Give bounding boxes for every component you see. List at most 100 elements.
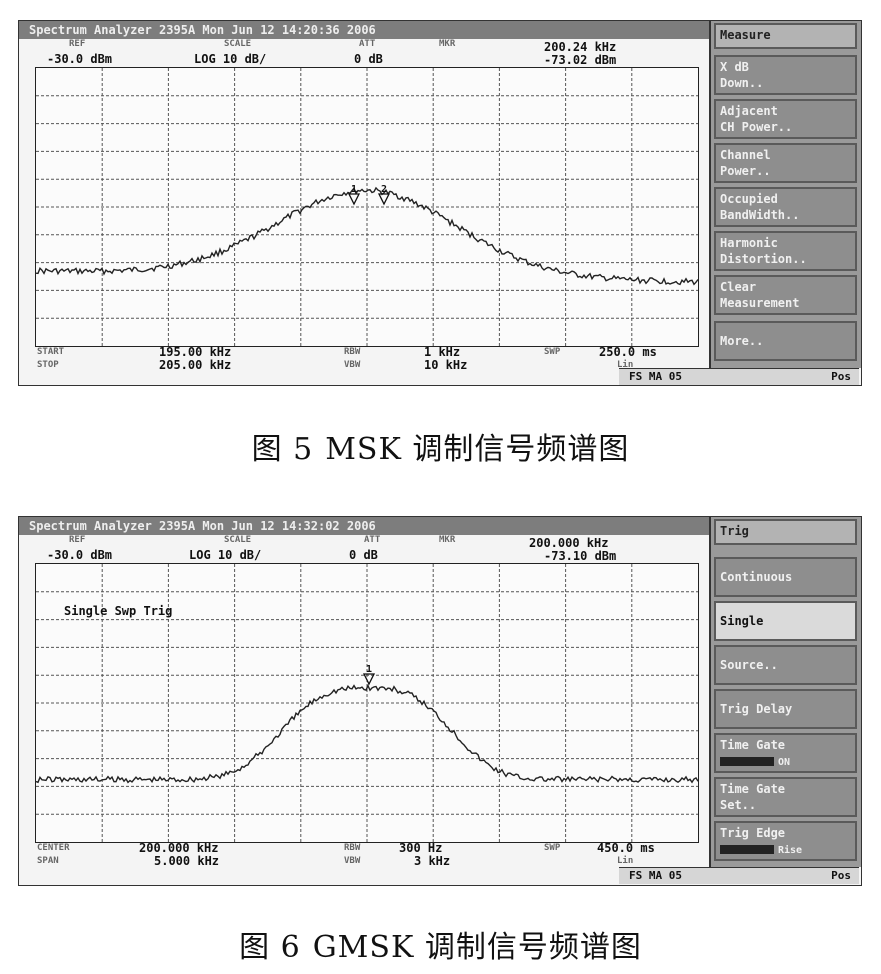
softkey-single[interactable]: Single — [714, 601, 857, 641]
ref-level: -30.0 dBm — [47, 548, 113, 562]
softkey-label: BandWidth.. — [720, 208, 800, 222]
softkey-panel: Measure X dB Down.. Adjacent CH Power.. Ch… — [709, 21, 861, 368]
softkey-measure-title: Measure — [714, 23, 857, 49]
spectrum-trace — [36, 683, 698, 784]
status-bar: FS MA 05 Pos — [619, 867, 859, 884]
span-label: SPAN — [37, 856, 59, 866]
marker-level: -73.02 dBm — [544, 53, 617, 67]
softkey-adjacent-ch-power[interactable]: Adjacent CH Power.. — [714, 99, 857, 139]
scale-mode: Lin — [617, 856, 634, 866]
att-value: 0 dB — [349, 548, 378, 562]
softkey-label: Distortion.. — [720, 252, 807, 266]
att-label: ATT — [364, 535, 381, 545]
marker-icon: 1 — [347, 184, 361, 206]
start-label: START — [37, 347, 65, 357]
ref-label: REF — [69, 535, 86, 545]
toggle-indicator-icon — [720, 845, 774, 854]
toggle-indicator-icon — [720, 757, 774, 766]
start-frequency: 195.00 kHz — [159, 345, 232, 359]
marker-icon: 1 — [362, 664, 376, 686]
spectrum-plot: 1 Single Swp Trig — [35, 563, 699, 843]
softkey-channel-power[interactable]: Channel Power.. — [714, 143, 857, 183]
softkey-label: Adjacent — [720, 104, 778, 118]
softkey-label: Occupied — [720, 192, 778, 206]
softkey-trig-title: Trig — [714, 519, 857, 545]
vbw-label: VBW — [344, 360, 361, 370]
marker-icon: 2 — [377, 184, 391, 206]
marker-level: -73.10 dBm — [544, 549, 617, 563]
spectrum-graticule: 1 — [36, 564, 698, 842]
rbw-label: RBW — [344, 843, 361, 853]
softkey-panel: Trig Continuous Single Source.. Trig Del… — [709, 517, 861, 867]
scale-label: SCALE — [224, 39, 252, 49]
scale-label: SCALE — [224, 535, 252, 545]
softkey-clear-measurement[interactable]: Clear Measurement — [714, 275, 857, 315]
softkey-label: More.. — [720, 334, 764, 348]
softkey-label: Continuous — [720, 570, 793, 584]
caption-text: GMSK 调制信号频谱图 — [312, 930, 642, 965]
softkey-trig-delay[interactable]: Trig Delay — [714, 689, 857, 729]
scale-value: LOG 10 dB/ — [189, 548, 262, 562]
softkey-time-gate-toggle[interactable]: Time Gate ON — [714, 733, 857, 773]
softkey-label: X dB — [720, 60, 749, 74]
vbw-value: 10 kHz — [424, 358, 468, 372]
scale-mode: Lin — [617, 360, 634, 370]
softkey-x-db-down[interactable]: X dB Down.. — [714, 55, 857, 95]
softkey-source[interactable]: Source.. — [714, 645, 857, 685]
trigger-annotation: Single Swp Trig — [64, 604, 173, 618]
marker-number: 1 — [366, 664, 372, 675]
status-bar: FS MA 05 Pos — [619, 368, 859, 385]
span-value: 5.000 kHz — [154, 854, 220, 868]
softkey-more[interactable]: More.. — [714, 321, 857, 361]
marker-number: 2 — [381, 184, 387, 195]
marker-label: MKR — [439, 39, 456, 49]
caption-number: 图 5 — [251, 432, 314, 467]
ref-level: -30.0 dBm — [47, 52, 113, 66]
marker-frequency: 200.000 kHz — [529, 536, 609, 550]
window-title-bar: Spectrum Analyzer 2395A Mon Jun 12 14:32… — [19, 517, 709, 535]
sweep-label: SWP — [544, 843, 561, 853]
softkey-label: Measurement — [720, 296, 800, 310]
softkey-trig-edge[interactable]: Trig Edge Rise — [714, 821, 857, 861]
rbw-value: 1 kHz — [424, 345, 461, 359]
att-value: 0 dB — [354, 52, 383, 66]
status-mode: FS MA 05 — [629, 869, 682, 882]
toggle-state: ON — [778, 757, 791, 768]
softkey-label: Trig Edge — [720, 826, 786, 840]
stop-label: STOP — [37, 360, 59, 370]
softkey-label: Channel — [720, 148, 771, 162]
spectrum-trace — [36, 186, 698, 286]
figure-caption-6: 图 6 GMSK 调制信号频谱图 — [0, 922, 881, 966]
softkey-harmonic-distortion[interactable]: Harmonic Distortion.. — [714, 231, 857, 271]
figure-caption-5: 图 5 MSK 调制信号频谱图 — [0, 424, 881, 468]
softkey-occupied-bandwidth[interactable]: Occupied BandWidth.. — [714, 187, 857, 227]
softkey-time-gate-set[interactable]: Time Gate Set.. — [714, 777, 857, 817]
scale-value: LOG 10 dB/ — [194, 52, 267, 66]
softkey-label: Time Gate — [720, 782, 786, 796]
softkey-continuous[interactable]: Continuous — [714, 557, 857, 597]
center-label: CENTER — [37, 843, 70, 853]
analyzer-window-msk: Spectrum Analyzer 2395A Mon Jun 12 14:20… — [18, 20, 862, 386]
window-title-bar: Spectrum Analyzer 2395A Mon Jun 12 14:20… — [19, 21, 709, 39]
caption-number: 图 6 — [239, 930, 301, 965]
sweep-time: 450.0 ms — [597, 841, 655, 855]
softkey-label: Source.. — [720, 658, 778, 672]
caption-text: MSK 调制信号频谱图 — [325, 432, 630, 467]
vbw-label: VBW — [344, 856, 361, 866]
center-frequency: 200.000 kHz — [139, 841, 219, 855]
marker-frequency: 200.24 kHz — [544, 40, 617, 54]
sweep-time: 250.0 ms — [599, 345, 657, 359]
softkey-label: Clear — [720, 280, 757, 294]
status-mode: FS MA 05 — [629, 370, 682, 383]
softkey-label: Single — [720, 614, 764, 628]
sweep-label: SWP — [544, 347, 561, 357]
status-pos: Pos — [831, 370, 851, 383]
vbw-value: 3 kHz — [414, 854, 451, 868]
softkey-label: Time Gate — [720, 738, 786, 752]
status-pos: Pos — [831, 869, 851, 882]
ref-label: REF — [69, 39, 86, 49]
softkey-label: Harmonic — [720, 236, 778, 250]
toggle-state: Rise — [778, 845, 803, 856]
